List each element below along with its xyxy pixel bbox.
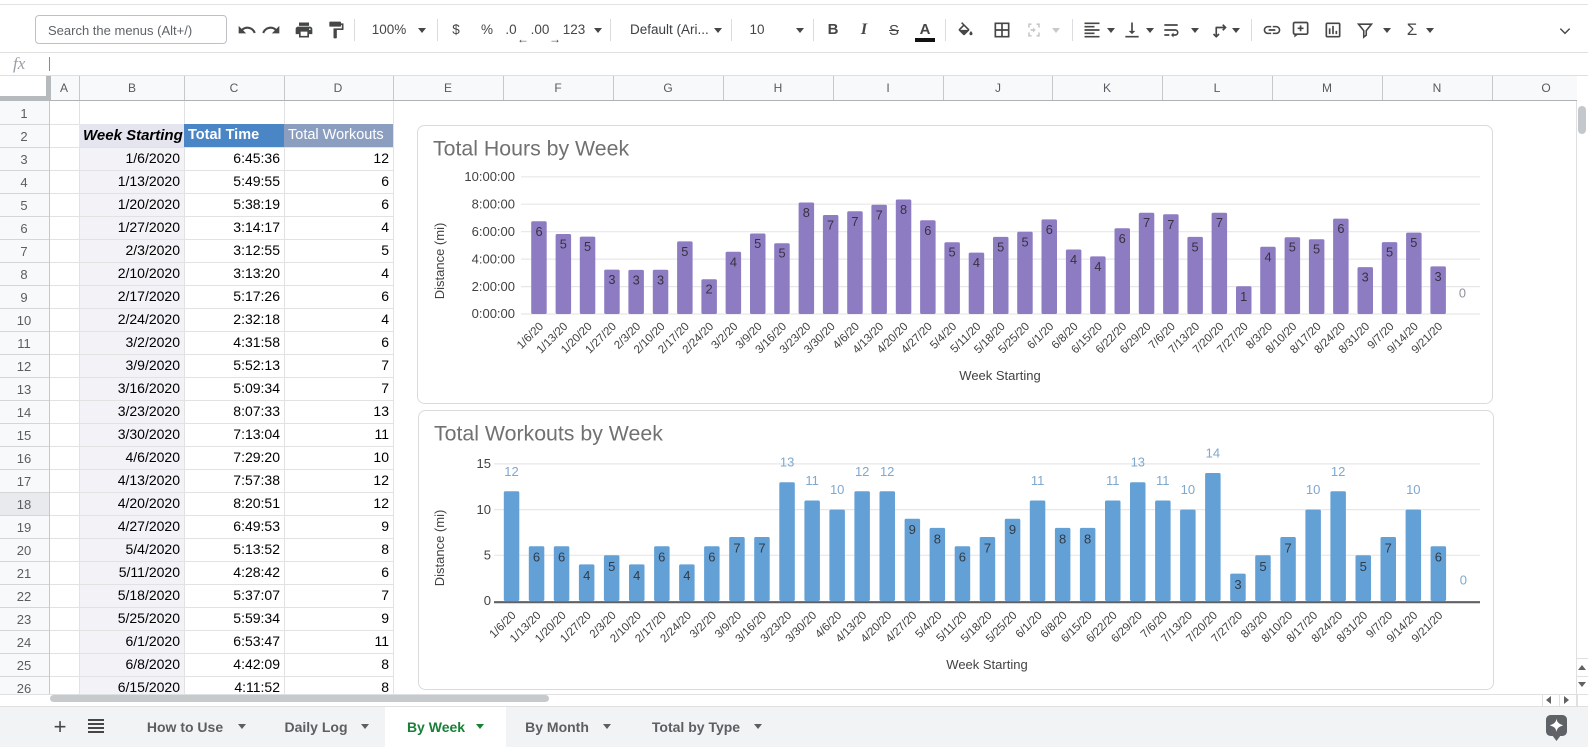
svg-text:5: 5: [584, 239, 591, 254]
svg-text:5: 5: [754, 236, 761, 251]
svg-text:5: 5: [1259, 559, 1266, 574]
svg-text:6: 6: [558, 550, 565, 565]
svg-text:8: 8: [1059, 531, 1066, 546]
svg-text:6: 6: [1337, 221, 1344, 236]
svg-text:7: 7: [827, 218, 834, 233]
svg-text:4: 4: [633, 568, 640, 583]
svg-text:5: 5: [1313, 242, 1320, 257]
svg-text:Week Starting: Week Starting: [959, 368, 1040, 383]
svg-text:4: 4: [683, 568, 690, 583]
svg-text:2: 2: [706, 282, 713, 297]
svg-text:5: 5: [484, 548, 491, 563]
svg-text:12: 12: [1331, 464, 1345, 479]
svg-text:Week Starting: Week Starting: [946, 657, 1027, 672]
svg-text:7: 7: [876, 207, 883, 222]
svg-text:4: 4: [973, 255, 980, 270]
svg-text:4:00:00: 4:00:00: [472, 251, 515, 266]
svg-text:10: 10: [1181, 482, 1195, 497]
svg-text:5: 5: [1192, 239, 1199, 254]
svg-text:6: 6: [658, 550, 665, 565]
svg-text:5: 5: [1386, 245, 1393, 260]
svg-text:11: 11: [805, 473, 819, 488]
svg-text:3: 3: [608, 272, 615, 287]
svg-text:7: 7: [1216, 215, 1223, 230]
svg-text:4: 4: [583, 568, 590, 583]
svg-text:9: 9: [1009, 522, 1016, 537]
svg-text:8: 8: [803, 205, 810, 220]
svg-text:0: 0: [1459, 286, 1466, 301]
svg-text:4: 4: [1070, 252, 1077, 267]
svg-text:14: 14: [1206, 446, 1220, 461]
svg-text:5: 5: [608, 559, 615, 574]
svg-text:4: 4: [1264, 249, 1271, 264]
svg-text:Total Workouts by Week: Total Workouts by Week: [434, 422, 663, 446]
svg-text:5: 5: [778, 246, 785, 261]
svg-text:5: 5: [1360, 559, 1367, 574]
svg-text:7: 7: [984, 541, 991, 556]
svg-text:Total Hours by Week: Total Hours by Week: [433, 137, 629, 161]
svg-text:11: 11: [1156, 473, 1170, 488]
svg-text:6: 6: [959, 550, 966, 565]
svg-text:3: 3: [657, 272, 664, 287]
svg-text:7: 7: [851, 214, 858, 229]
svg-text:5: 5: [1289, 240, 1296, 255]
svg-text:2:00:00: 2:00:00: [472, 279, 515, 294]
svg-text:3: 3: [633, 272, 640, 287]
svg-text:6: 6: [535, 224, 542, 239]
svg-text:7: 7: [1143, 215, 1150, 230]
svg-text:6: 6: [1119, 231, 1126, 246]
svg-text:6: 6: [1046, 222, 1053, 237]
svg-text:4: 4: [1094, 259, 1101, 274]
svg-text:11: 11: [1031, 473, 1045, 488]
svg-text:7: 7: [758, 541, 765, 556]
svg-text:15: 15: [477, 456, 491, 471]
svg-text:Distance (mi): Distance (mi): [432, 510, 447, 587]
svg-text:13: 13: [1131, 455, 1145, 470]
svg-text:6: 6: [533, 550, 540, 565]
svg-text:8: 8: [900, 202, 907, 217]
svg-text:6:00:00: 6:00:00: [472, 224, 515, 239]
svg-text:4: 4: [730, 254, 737, 269]
svg-text:5: 5: [681, 244, 688, 259]
svg-text:10:00:00: 10:00:00: [464, 169, 515, 184]
svg-text:8: 8: [934, 531, 941, 546]
svg-text:8:00:00: 8:00:00: [472, 196, 515, 211]
svg-text:3: 3: [1435, 269, 1442, 284]
svg-text:10: 10: [1406, 482, 1420, 497]
svg-text:7: 7: [1385, 541, 1392, 556]
svg-text:9: 9: [909, 522, 916, 537]
svg-text:6: 6: [1435, 550, 1442, 565]
svg-text:5: 5: [560, 237, 567, 252]
svg-text:7: 7: [1167, 217, 1174, 232]
svg-text:7: 7: [1284, 541, 1291, 556]
svg-text:7: 7: [733, 541, 740, 556]
svg-text:0:00:00: 0:00:00: [472, 306, 515, 321]
svg-text:6: 6: [708, 550, 715, 565]
svg-text:5: 5: [1021, 234, 1028, 249]
svg-text:1: 1: [1240, 289, 1247, 304]
svg-text:12: 12: [880, 464, 894, 479]
svg-text:3: 3: [1234, 577, 1241, 592]
svg-text:0: 0: [1460, 573, 1467, 588]
svg-text:3: 3: [1362, 270, 1369, 285]
svg-text:5: 5: [997, 239, 1004, 254]
svg-text:5: 5: [949, 245, 956, 260]
svg-text:6: 6: [924, 223, 931, 238]
svg-text:12: 12: [855, 464, 869, 479]
svg-text:11: 11: [1106, 473, 1120, 488]
svg-text:12: 12: [504, 464, 518, 479]
svg-text:0: 0: [484, 593, 491, 608]
svg-text:10: 10: [830, 482, 844, 497]
svg-text:10: 10: [477, 502, 491, 517]
svg-text:5: 5: [1410, 235, 1417, 250]
svg-text:Distance (mi): Distance (mi): [432, 223, 447, 300]
svg-text:10: 10: [1306, 482, 1320, 497]
svg-text:8: 8: [1084, 531, 1091, 546]
svg-text:13: 13: [780, 455, 794, 470]
